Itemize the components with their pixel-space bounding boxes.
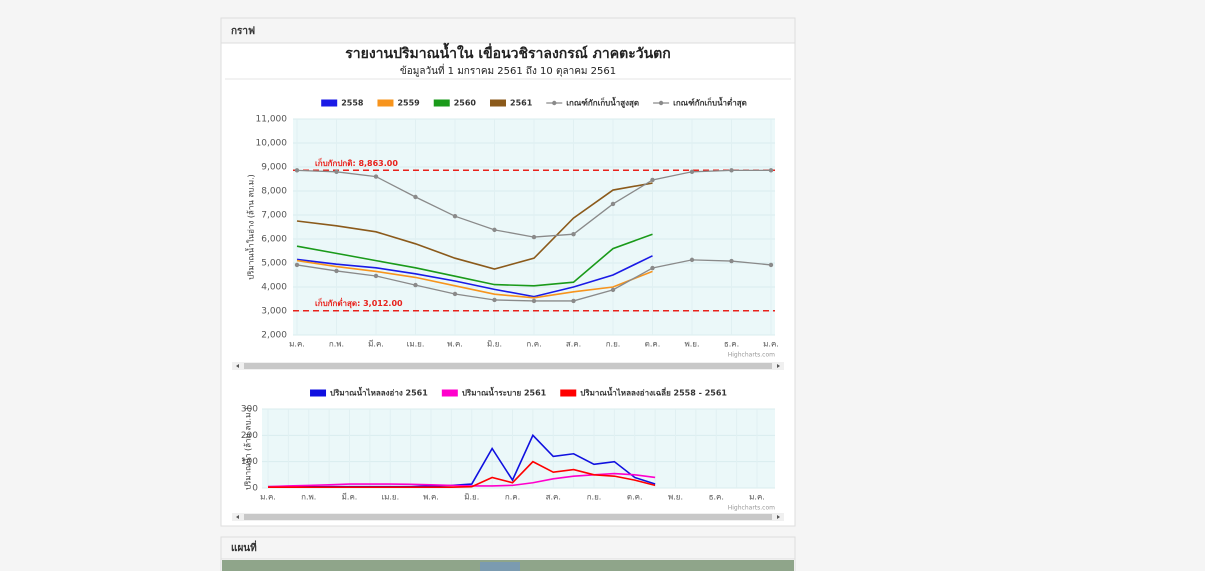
x-tick-label: พ.ค.	[423, 493, 439, 502]
x-tick-label: ม.ค.	[749, 493, 765, 502]
x-tick-label: ก.พ.	[329, 340, 344, 349]
x-tick-label: ส.ค.	[566, 340, 581, 349]
x-tick-label: เม.ย.	[381, 493, 399, 502]
point-marker	[295, 168, 299, 172]
legend-label: ปริมาณน้ำไหลลงอ่างเฉลี่ย 2558 - 2561	[580, 387, 727, 398]
x-tick-label: ก.ค.	[505, 493, 520, 502]
legend-symbol	[310, 390, 326, 397]
point-marker	[690, 170, 694, 174]
x-tick-label: ก.ค.	[526, 340, 541, 349]
x-tick-label: ม.ค.	[763, 340, 779, 349]
point-marker	[453, 214, 457, 218]
point-marker	[650, 266, 654, 270]
x-tick-label: พ.ย.	[668, 493, 683, 502]
y-tick-label: 6,000	[261, 235, 287, 245]
y-tick-label: 0	[252, 484, 258, 494]
y-tick-label: 7,000	[261, 211, 287, 221]
x-tick-label: เม.ย.	[407, 340, 425, 349]
map-water	[480, 562, 520, 571]
legend-symbol	[442, 390, 458, 397]
legend-label: เกณฑ์กักเก็บน้ำสูงสุด	[566, 97, 639, 109]
point-marker	[571, 299, 575, 303]
legend-label: ปริมาณน้ำไหลลงอ่าง 2561	[330, 387, 428, 398]
legend-symbol	[321, 100, 337, 107]
x-tick-label: มิ.ย.	[487, 340, 502, 349]
point-marker	[769, 263, 773, 267]
legend-label: 2559	[397, 99, 420, 108]
point-marker	[413, 283, 417, 287]
x-tick-label: พ.ค.	[447, 340, 463, 349]
x-tick-label: ก.ย.	[606, 340, 621, 349]
scrollbar-thumb[interactable]	[244, 514, 772, 520]
x-tick-label: ต.ค.	[645, 340, 661, 349]
point-marker	[769, 168, 773, 172]
panel-header	[221, 537, 795, 559]
point-marker	[611, 202, 615, 206]
x-tick-label: ส.ค.	[546, 493, 561, 502]
legend-symbol	[434, 100, 450, 107]
legend-symbol	[659, 101, 663, 105]
y-tick-label: 11,000	[256, 115, 288, 125]
plot-line-label: เก็บกักปกติ: 8,863.00	[315, 157, 398, 168]
x-tick-label: มี.ค.	[368, 340, 384, 349]
point-marker	[611, 288, 615, 292]
point-marker	[374, 174, 378, 178]
x-tick-label: ก.ย.	[587, 493, 602, 502]
point-marker	[492, 228, 496, 232]
scrollbar-thumb[interactable]	[244, 363, 772, 369]
x-tick-label: มิ.ย.	[464, 493, 479, 502]
x-tick-label: ม.ค.	[289, 340, 305, 349]
x-tick-label: ม.ค.	[260, 493, 276, 502]
point-marker	[571, 232, 575, 236]
point-marker	[729, 168, 733, 172]
point-marker	[492, 298, 496, 302]
legend-label: ปริมาณน้ำระบาย 2561	[462, 387, 547, 398]
page: กราฟ รายงานปริมาณน้ำใน เขื่อนวชิราลงกรณ์…	[0, 0, 1205, 571]
legend-symbol	[552, 101, 556, 105]
legend-label: 2560	[454, 99, 477, 108]
point-marker	[729, 259, 733, 263]
point-marker	[453, 292, 457, 296]
point-marker	[690, 258, 694, 262]
legend-label: 2558	[341, 99, 364, 108]
panel-title: แผนที่	[231, 540, 257, 554]
legend-label: เกณฑ์กักเก็บน้ำต่ำสุด	[673, 97, 747, 109]
y-tick-label: 5,000	[261, 259, 287, 269]
panel-title: กราฟ	[231, 25, 255, 37]
point-marker	[374, 274, 378, 278]
report-subtitle: ข้อมูลวันที่ 1 มกราคม 2561 ถึง 10 ตุลาคม…	[400, 63, 616, 77]
panel-header	[221, 18, 795, 43]
y-tick-label: 3,000	[261, 307, 287, 317]
y-tick-label: 9,000	[261, 163, 287, 173]
x-tick-label: พ.ย.	[684, 340, 699, 349]
x-tick-label: ธ.ค.	[724, 340, 739, 349]
credits: Highcharts.com	[728, 352, 775, 359]
x-tick-label: มี.ค.	[342, 493, 358, 502]
point-marker	[650, 178, 654, 182]
y-axis-label: ปริมาณน้ำในอ่าง (ล้าน ลบ.ม.)	[245, 174, 256, 280]
x-tick-label: ต.ค.	[627, 493, 643, 502]
point-marker	[334, 269, 338, 273]
point-marker	[413, 195, 417, 199]
x-tick-label: ธ.ค.	[709, 493, 724, 502]
legend-label: 2561	[510, 99, 533, 108]
y-tick-label: 8,000	[261, 187, 287, 197]
x-tick-label: ก.พ.	[301, 493, 316, 502]
y-tick-label: 10,000	[256, 139, 288, 149]
plot-line-label: เก็บกักต่ำสุด: 3,012.00	[315, 297, 403, 309]
point-marker	[532, 299, 536, 303]
point-marker	[295, 263, 299, 267]
y-axis-label: ปริมาณน้ำ (ล้าน ลบ.ม.)	[242, 407, 253, 490]
y-tick-label: 2,000	[261, 331, 287, 341]
credits: Highcharts.com	[728, 505, 775, 512]
legend-symbol	[560, 390, 576, 397]
legend-symbol	[490, 100, 506, 107]
y-tick-label: 4,000	[261, 283, 287, 293]
legend-symbol	[377, 100, 393, 107]
point-marker	[532, 235, 536, 239]
point-marker	[334, 170, 338, 174]
